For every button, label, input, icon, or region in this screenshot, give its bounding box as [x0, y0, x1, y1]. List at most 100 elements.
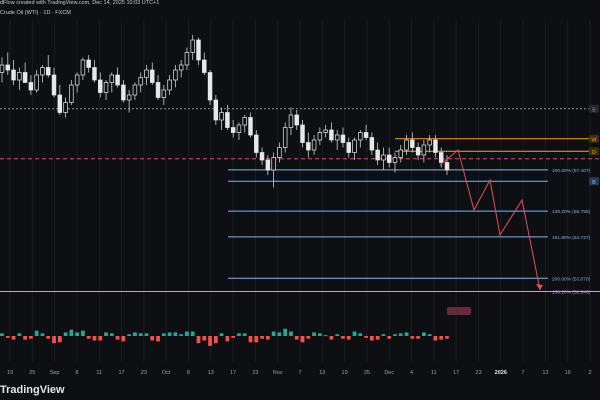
- x-tick-label: 2: [588, 370, 591, 376]
- candle-bearish: [375, 149, 380, 161]
- volume-bar: [75, 332, 80, 336]
- candle-bearish: [98, 79, 103, 93]
- volume-bar: [375, 336, 380, 340]
- volume-bar: [352, 331, 357, 336]
- level-badge-label: B: [592, 107, 596, 113]
- candle-bearish: [306, 142, 311, 151]
- level-badge-label: B: [592, 180, 596, 186]
- symbol-title: Crude Oil (WTI) · 1D · FXCM: [0, 10, 71, 16]
- x-tick-label: 13: [319, 370, 325, 376]
- volume-bar: [179, 334, 184, 336]
- candle-bearish: [57, 94, 63, 113]
- projection-line: [439, 149, 541, 291]
- candle-bearish: [196, 39, 201, 61]
- candle-bearish: [433, 139, 438, 153]
- candle-bullish: [63, 102, 68, 113]
- projection-arrowhead: [536, 284, 543, 290]
- candle-bearish: [225, 112, 230, 128]
- grid-lines: [9, 20, 591, 362]
- volume-bar: [398, 333, 403, 336]
- volume-bar: [289, 331, 293, 336]
- volume-bar: [312, 332, 316, 336]
- candle-bullish: [392, 157, 398, 163]
- candle-bullish: [358, 132, 363, 141]
- volume-bar: [23, 336, 27, 340]
- candle-bearish: [46, 67, 51, 76]
- candle-bullish: [138, 77, 143, 86]
- candle-bullish: [144, 69, 149, 78]
- candle-bearish: [121, 84, 126, 101]
- x-tick-label: 13: [542, 370, 548, 376]
- volume-bar: [219, 333, 224, 336]
- x-tick-label: 2026: [495, 370, 507, 376]
- candle-bearish: [150, 69, 155, 83]
- x-tick-label: 7: [522, 370, 525, 376]
- volume-bar: [161, 333, 166, 336]
- candle-bullish: [398, 149, 403, 158]
- candle-bullish: [173, 69, 178, 81]
- volume-bar: [364, 336, 368, 338]
- candle-bearish: [346, 142, 351, 153]
- volume-bar: [34, 330, 39, 336]
- candle-bullish: [427, 139, 432, 146]
- candle-bearish: [86, 59, 91, 68]
- volume-bar: [121, 336, 126, 342]
- candle-bearish: [254, 134, 259, 153]
- fib-level-label: 200.00% (53.070): [552, 276, 591, 282]
- candle-bullish: [311, 139, 317, 151]
- level-badge-label: D: [592, 150, 596, 156]
- volume-bar: [317, 333, 322, 336]
- tradingview-watermark: TradingView: [0, 384, 65, 396]
- volume-bar: [248, 336, 253, 343]
- volume-bar: [393, 334, 397, 336]
- volume-bar: [52, 336, 56, 344]
- volume-bar: [283, 328, 288, 336]
- candle-bullish: [421, 144, 427, 156]
- candle-bullish: [323, 129, 328, 133]
- x-tick-label: 11: [96, 370, 102, 376]
- candle-bullish: [0, 64, 5, 73]
- volume-bar: [86, 336, 91, 339]
- volume-bars: [0, 328, 449, 346]
- candle-bearish: [22, 72, 28, 83]
- level-badge: [589, 177, 599, 186]
- volume-bar: [271, 331, 276, 336]
- candle-bearish: [444, 162, 450, 171]
- volume-bar: [341, 336, 345, 339]
- volume-bar: [387, 336, 392, 339]
- x-tick-label: Sep: [50, 370, 60, 376]
- x-tick-label: Dec: [384, 370, 394, 376]
- candle-bearish: [329, 129, 334, 141]
- volume-bar: [254, 336, 259, 343]
- x-tick-label: 23: [475, 370, 481, 376]
- candle-bearish: [438, 152, 444, 163]
- candle-bullish: [352, 139, 357, 153]
- volume-bar: [196, 336, 201, 344]
- volume-bar: [63, 332, 68, 336]
- volume-bar: [150, 336, 155, 341]
- candle-bullish: [184, 52, 190, 66]
- volume-bar: [265, 336, 270, 340]
- volume-bar: [208, 336, 212, 346]
- volume-bar: [335, 334, 340, 336]
- volume-bar: [369, 336, 374, 341]
- chart-credit: dFlow created with TradingView.com, Dec …: [0, 0, 160, 6]
- candle-bearish: [11, 69, 16, 81]
- x-tick-label: 23: [141, 370, 147, 376]
- volume-bar: [202, 336, 207, 341]
- candle-bearish: [410, 139, 415, 148]
- volume-bar: [225, 336, 230, 342]
- volume-bar: [329, 336, 334, 340]
- candle-bearish: [5, 64, 11, 71]
- volume-bar: [433, 336, 438, 341]
- volume-bar: [277, 332, 282, 336]
- volume-bar: [445, 336, 449, 339]
- x-tick-label: 17: [230, 370, 236, 376]
- volume-bar: [173, 332, 178, 336]
- candle-bullish: [80, 59, 86, 76]
- volume-bar: [190, 331, 195, 336]
- volume-bar: [46, 336, 51, 339]
- volume-bar: [300, 336, 305, 343]
- candle-bearish: [265, 159, 271, 171]
